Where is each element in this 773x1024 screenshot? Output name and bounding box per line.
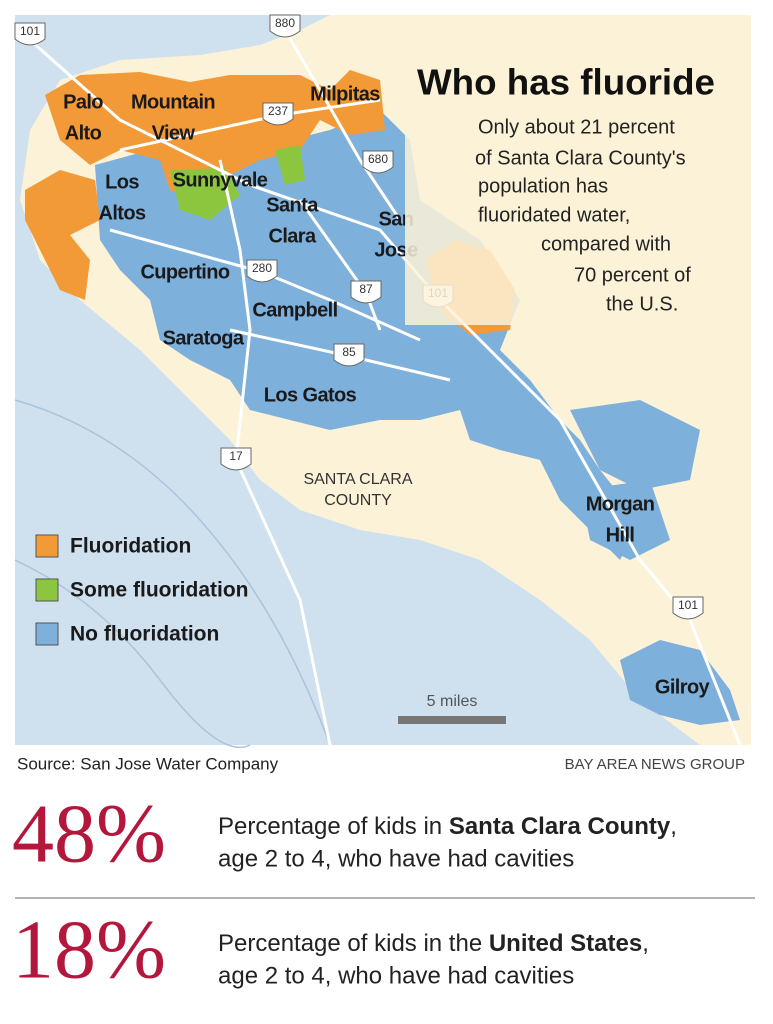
highway-shield bbox=[672, 596, 704, 620]
stat-value: 48% bbox=[12, 787, 166, 880]
highway-shields: 101880237680280871018517101 bbox=[14, 14, 704, 620]
stat-emphasis: Santa Clara County bbox=[449, 813, 671, 840]
highway-shield bbox=[350, 280, 382, 304]
stat-text-part: , bbox=[642, 930, 649, 957]
place-labels: Palo Alto Mountain View Milpitas Los Altos Sunn… bbox=[63, 83, 711, 698]
county-label: SANTA CLARA bbox=[303, 471, 412, 488]
highway-shield bbox=[220, 447, 252, 471]
stat-value: 18% bbox=[12, 903, 166, 996]
highway-label: 880 bbox=[275, 16, 295, 30]
legend-label: Some fluoridation bbox=[70, 579, 249, 602]
stat-emphasis: United States bbox=[489, 930, 642, 957]
fluoridation-area bbox=[25, 170, 100, 300]
title-backdrop bbox=[405, 55, 740, 325]
fluoridation-area bbox=[45, 70, 385, 200]
highway-label: 680 bbox=[368, 152, 388, 166]
place-label: Alto bbox=[65, 122, 102, 144]
no-fluoridation-area bbox=[95, 110, 640, 560]
credit: BAY AREA NEWS GROUP bbox=[565, 756, 745, 773]
stat-text-part: Percentage of kids in the bbox=[218, 930, 489, 957]
highway-label: 280 bbox=[252, 261, 272, 275]
highway-label: 87 bbox=[359, 282, 373, 296]
description-line: 70 percent of bbox=[574, 264, 691, 286]
place-label: Los bbox=[105, 171, 139, 193]
terrain-line bbox=[14, 399, 331, 746]
no-fluoridation-area bbox=[570, 400, 700, 490]
highway-label: 237 bbox=[268, 104, 288, 118]
no-fluoridation-area bbox=[620, 640, 740, 725]
highway-label: 85 bbox=[342, 345, 356, 359]
highway-label: 101 bbox=[678, 598, 698, 612]
place-label: Morgan bbox=[586, 493, 655, 515]
scale-label: 5 miles bbox=[427, 693, 478, 710]
place-label: Hill bbox=[606, 524, 635, 546]
place-label: Sunnyvale bbox=[173, 169, 268, 191]
legend-label: No fluoridation bbox=[70, 623, 219, 646]
source: Source: San Jose Water Company bbox=[17, 754, 279, 773]
some-fluoridation-area bbox=[170, 168, 240, 220]
highway-shield bbox=[262, 102, 294, 126]
description: Only about 21 percent of Santa Clara Coun… bbox=[475, 116, 691, 315]
place-label: View bbox=[152, 122, 196, 144]
some-fluoridation-area bbox=[275, 145, 305, 185]
legend-swatch bbox=[35, 578, 59, 602]
place-label: Gilroy bbox=[655, 676, 711, 698]
place-label: Palo bbox=[63, 91, 103, 113]
description-line: fluoridated water, bbox=[478, 204, 630, 226]
place-label: Santa bbox=[266, 194, 319, 216]
stat-text-part: Percentage of kids in bbox=[218, 813, 449, 840]
legend-swatch bbox=[35, 622, 59, 646]
place-label: Altos bbox=[98, 202, 145, 224]
highway-shield bbox=[362, 150, 394, 174]
stat-text: age 2 to 4, who have had cavities bbox=[218, 962, 574, 989]
stat-text-part: , bbox=[670, 813, 677, 840]
description-line: of Santa Clara County's bbox=[475, 147, 686, 169]
highway-shield bbox=[246, 259, 278, 283]
county-label: COUNTY bbox=[324, 492, 392, 509]
description-line: population has bbox=[478, 175, 608, 197]
stat-text: Percentage of kids in the United States, bbox=[218, 930, 649, 957]
place-label: Mountain bbox=[131, 91, 215, 113]
terrain-line bbox=[14, 559, 251, 749]
highway-shield bbox=[269, 14, 301, 38]
place-label: Clara bbox=[268, 225, 317, 247]
highway-label: 17 bbox=[229, 449, 243, 463]
title: Who has fluoride bbox=[417, 62, 715, 103]
stat-text: Percentage of kids in Santa Clara County… bbox=[218, 813, 677, 840]
place-label: Saratoga bbox=[163, 327, 245, 349]
description-line: compared with bbox=[541, 233, 671, 255]
legend-swatch bbox=[35, 534, 59, 558]
place-label: Milpitas bbox=[310, 83, 380, 105]
highway-label: 101 bbox=[20, 24, 40, 38]
highway-shield bbox=[333, 343, 365, 367]
description-line: Only about 21 percent bbox=[478, 116, 675, 138]
place-label: Campbell bbox=[252, 299, 337, 321]
no-fluoridation-area bbox=[580, 480, 670, 560]
scale-bar bbox=[398, 716, 506, 724]
place-label: Los Gatos bbox=[264, 384, 357, 406]
stat-text: age 2 to 4, who have had cavities bbox=[218, 845, 574, 872]
description-line: the U.S. bbox=[606, 293, 678, 315]
place-label: Cupertino bbox=[140, 261, 229, 283]
highway-shield bbox=[14, 22, 46, 46]
legend-label: Fluoridation bbox=[70, 535, 191, 558]
legend: Fluoridation Some fluoridation No fluorida… bbox=[35, 534, 249, 646]
